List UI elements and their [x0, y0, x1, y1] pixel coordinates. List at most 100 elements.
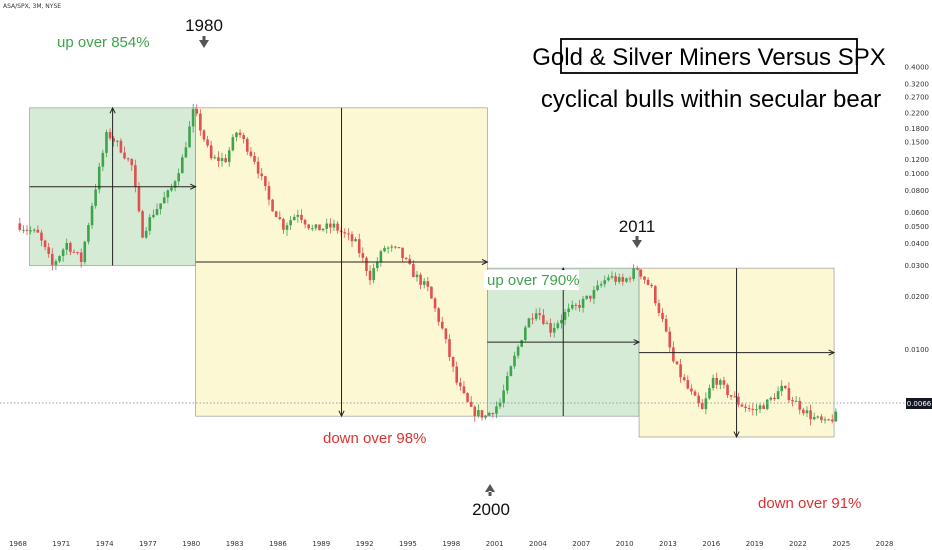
year-2011-label: 2011 [619, 217, 656, 236]
candle-body [693, 391, 697, 396]
candle-body [51, 253, 54, 265]
candle-body [473, 406, 477, 417]
candle-body [787, 388, 791, 401]
candle-body [130, 159, 134, 166]
candle-body [747, 408, 751, 410]
candle-body [798, 400, 802, 410]
candle-body [675, 361, 679, 365]
candle-body [690, 388, 693, 392]
candle-body [755, 409, 758, 411]
candle-body [199, 113, 202, 131]
candle-body [361, 253, 365, 258]
candle-body [213, 157, 217, 159]
candle-body [509, 366, 513, 377]
candle-body [332, 223, 336, 228]
candle-body [112, 138, 115, 142]
candle-body [560, 319, 563, 324]
x-tick-label: 1995 [399, 540, 417, 548]
candle-body [162, 197, 166, 204]
candle-body [267, 186, 271, 200]
candle-body [79, 252, 83, 263]
candle-body [256, 161, 260, 174]
candle-body [321, 228, 325, 231]
candle-body [809, 410, 812, 420]
candle-body [365, 257, 368, 271]
candle-body [570, 304, 574, 309]
last-price-tag [906, 398, 932, 409]
candle-body [603, 280, 607, 285]
candle-body [477, 410, 480, 417]
candle-body [32, 229, 36, 231]
candle-body [368, 270, 372, 281]
candle-body [672, 347, 675, 362]
candle-body [115, 140, 119, 142]
candle-body [751, 408, 755, 410]
year-1980-label: 1980 [185, 16, 223, 35]
candle-body [394, 246, 397, 248]
candle-body [227, 150, 231, 163]
arrow-down-2011-icon [632, 236, 642, 248]
symbol-label: ASA/SPX, 3M, NYSE [3, 3, 61, 10]
up2-label: up over 790% [487, 272, 580, 289]
zone-3-h-arrow-head [828, 349, 836, 356]
candle-body [97, 166, 101, 190]
candle-body [505, 376, 509, 391]
candle-body [632, 268, 635, 279]
candle-body [29, 230, 32, 232]
candle-body [635, 268, 639, 270]
x-tick-label: 2013 [659, 540, 677, 548]
candle-body [715, 377, 718, 385]
candle-body [412, 263, 415, 278]
y-tick-label: 0.3200 [905, 81, 930, 89]
candle-body [274, 211, 278, 218]
candle-body [18, 223, 22, 230]
candle-body [469, 401, 473, 407]
candle-body [58, 256, 61, 262]
candle-body [148, 217, 152, 231]
candle-body [303, 219, 307, 225]
candle-body [347, 233, 350, 235]
candle-body [152, 214, 155, 218]
candle-body [567, 308, 570, 313]
candle-body [527, 318, 531, 328]
candle-body [390, 246, 394, 248]
y-tick-label: 0.2200 [905, 109, 930, 117]
candle-body [440, 321, 444, 329]
candle-body [784, 385, 787, 389]
chart-title: Gold & Silver Miners Versus SPX [532, 44, 885, 71]
x-tick-label: 2025 [832, 540, 850, 548]
candle-body [253, 156, 256, 162]
candle-body [119, 140, 123, 153]
candle-body [480, 410, 484, 418]
x-tick-label: 2010 [616, 540, 634, 548]
y-tick-label: 0.0200 [905, 293, 930, 301]
annotation-lines [29, 106, 836, 439]
candle-body [260, 173, 264, 177]
y-tick-label: 0.0300 [905, 262, 930, 270]
candle-body [830, 419, 834, 422]
candle-body [617, 277, 621, 282]
candle-body [249, 151, 253, 157]
x-tick-label: 1971 [52, 540, 70, 548]
x-tick-label: 1977 [139, 540, 157, 548]
candle-body [437, 308, 440, 322]
candle-body [144, 230, 148, 238]
candle-body [242, 135, 245, 139]
candle-body [697, 395, 700, 404]
candle-body [708, 388, 711, 399]
year-2000-label: 2000 [472, 500, 510, 519]
candle-body [180, 157, 184, 174]
candle-body [357, 239, 361, 254]
candle-body [578, 304, 581, 308]
candle-body [54, 261, 58, 265]
x-tick-label: 2001 [486, 540, 504, 548]
x-tick-label: 2004 [529, 540, 547, 548]
candle-body [563, 312, 567, 320]
candle-body [300, 214, 303, 220]
candle-body [282, 218, 285, 230]
candle-body [552, 327, 556, 333]
candle-body [173, 181, 177, 188]
candle-body [650, 284, 654, 287]
candle-body [134, 165, 137, 187]
